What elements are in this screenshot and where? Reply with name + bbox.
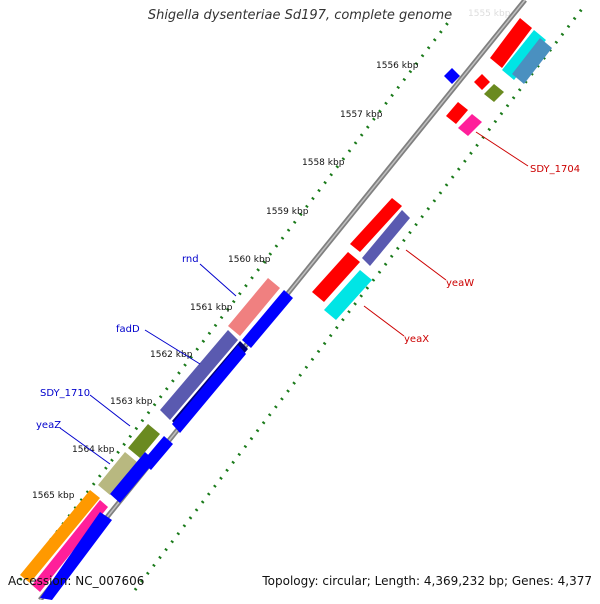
dotted-ring-left <box>18 19 452 581</box>
tick-labels: 1556 kbp 1557 kbp 1558 kbp 1559 kbp 1560… <box>32 61 419 501</box>
tick-label: 1560 kbp <box>228 255 271 265</box>
gene-block-khaki[interactable] <box>98 452 137 495</box>
gene-block-magenta[interactable] <box>458 114 482 136</box>
gene-label-sdy1704: SDY_1704 <box>530 164 580 175</box>
gene-block-blue[interactable] <box>172 345 246 433</box>
gene-block-blue[interactable] <box>40 512 112 600</box>
tick-label: 1558 kbp <box>302 158 345 168</box>
tick-label: 1564 kbp <box>72 445 115 455</box>
gene-block-blue[interactable] <box>444 68 460 84</box>
gene-block-red[interactable] <box>490 18 532 68</box>
dotted-ring-right <box>133 4 587 591</box>
gene-block-cyan[interactable] <box>502 30 546 80</box>
gene-label-rnd: rnd <box>182 254 199 265</box>
gene-block-pink[interactable] <box>228 278 280 336</box>
map-title: Shigella dysenteriae Sd197, complete gen… <box>147 8 453 23</box>
tick-label: 1565 kbp <box>32 491 75 501</box>
gene-block-red[interactable] <box>474 74 490 90</box>
tick-label: 1563 kbp <box>110 397 153 407</box>
inner-gene-track-left <box>40 290 293 600</box>
gene-block-red[interactable] <box>312 252 360 302</box>
gene-block-olive[interactable] <box>128 424 160 458</box>
gene-label-yeaz: yeaZ <box>36 420 61 431</box>
gene-block-blue[interactable] <box>110 452 155 503</box>
faint-tick-label: 1555 kbp <box>468 9 511 19</box>
left-gene-labels: rnd fadD SDY_1710 yeaZ <box>36 254 237 465</box>
tick-label: 1559 kbp <box>266 207 309 217</box>
tick-label: 1556 kbp <box>376 61 419 71</box>
gene-label-yeax: yeaX <box>404 334 429 345</box>
gene-block-slate[interactable] <box>512 38 552 84</box>
gene-block-red[interactable] <box>350 198 402 252</box>
gene-block-magenta[interactable] <box>32 500 108 592</box>
gene-label-sdy1710: SDY_1710 <box>40 388 90 399</box>
right-gene-labels: SDY_1704 yeaW yeaX <box>363 131 580 345</box>
gene-block-slate[interactable] <box>362 210 410 266</box>
gene-block-olive[interactable] <box>484 84 504 102</box>
gene-block-cyan[interactable] <box>324 270 372 320</box>
gene-block-red[interactable] <box>446 102 468 124</box>
accession-text: Accession: NC_007606 <box>8 574 145 588</box>
right-gene-track <box>312 18 552 320</box>
gene-block-blue[interactable] <box>142 436 173 470</box>
gene-block-slate[interactable] <box>160 330 238 420</box>
tick-label: 1557 kbp <box>340 110 383 120</box>
gene-block-orange[interactable] <box>20 490 100 583</box>
left-gene-track <box>20 278 280 592</box>
tick-label: 1562 kbp <box>150 350 193 360</box>
gene-block-blue[interactable] <box>242 290 293 348</box>
genome-summary-text: Topology: circular; Length: 4,369,232 bp… <box>262 574 592 588</box>
gene-label-yeaw: yeaW <box>446 278 474 289</box>
tick-label: 1561 kbp <box>190 303 233 313</box>
gene-label-fadd: fadD <box>116 324 140 335</box>
